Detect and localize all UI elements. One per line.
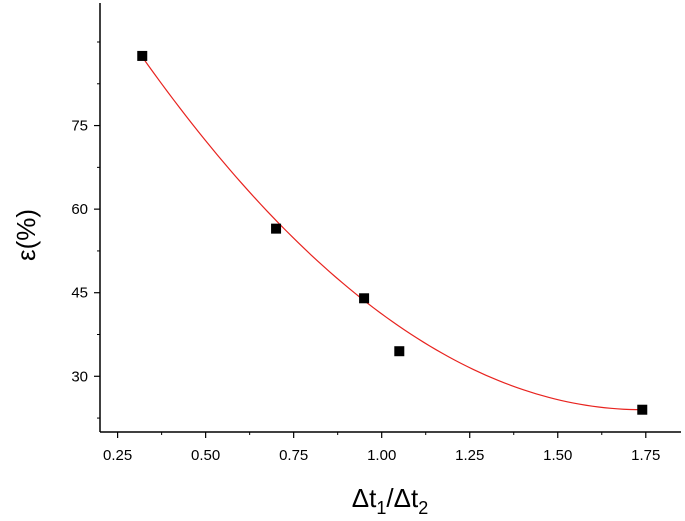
data-point bbox=[359, 293, 370, 304]
x-tick-label: 1.50 bbox=[543, 447, 572, 464]
y-tick-label: 60 bbox=[71, 201, 88, 218]
x-tick-label: 1.75 bbox=[631, 447, 660, 464]
x-tick-label: 0.50 bbox=[191, 447, 220, 464]
axes bbox=[99, 3, 681, 433]
data-point bbox=[637, 404, 648, 415]
x-ticks: 0.25 0.50 0.75 1.00 1.25 1.50 1.75 bbox=[103, 432, 660, 464]
x-tick-label: 1.00 bbox=[367, 447, 396, 464]
x-axis-title: Δt1/Δt2 bbox=[352, 483, 428, 518]
y-tick-label: 75 bbox=[71, 118, 88, 135]
x-tick-label: 0.75 bbox=[279, 447, 308, 464]
y-tick-label: 30 bbox=[71, 368, 88, 385]
x-tick-label: 0.25 bbox=[103, 447, 132, 464]
y-axis-title: ε(%) bbox=[11, 209, 41, 261]
data-points bbox=[137, 50, 648, 415]
data-point bbox=[137, 50, 148, 61]
fit-curve bbox=[141, 56, 643, 411]
x-tick-label: 1.25 bbox=[455, 447, 484, 464]
data-point bbox=[271, 223, 282, 234]
y-tick-label: 45 bbox=[71, 285, 88, 302]
y-ticks: 30 45 60 75 bbox=[71, 41, 100, 419]
data-point bbox=[394, 346, 405, 357]
